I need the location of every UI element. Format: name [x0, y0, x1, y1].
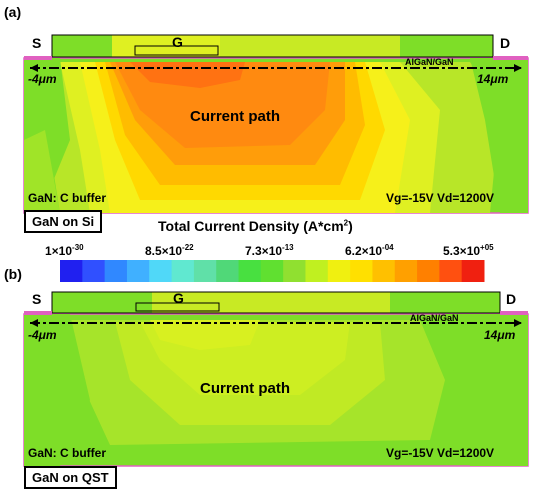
panel-b-source-label: S	[32, 291, 42, 307]
colorbar-swatch	[417, 260, 440, 282]
panel-a-letter: (a)	[4, 4, 22, 20]
panel-b-current-path-label: Current path	[200, 380, 290, 397]
colorbar-tick-5: 5.3×10+05	[443, 243, 494, 258]
colorbar-tick-3: 7.3×10-13	[245, 243, 294, 258]
panel-a-bias-label: Vg=-15V Vd=1200V	[386, 191, 495, 205]
panel-a-contour-map	[23, 57, 529, 214]
panel-a-current-path-label: Current path	[190, 108, 280, 125]
panel-b-bias-label: Vg=-15V Vd=1200V	[386, 446, 495, 460]
colorbar-swatch	[461, 260, 485, 282]
colorbar-swatch	[126, 260, 150, 282]
panel-a-source-label: S	[32, 35, 42, 51]
panel-b-substrate-label: GaN on QST	[24, 466, 117, 489]
panel-a-gate-outline	[134, 45, 219, 56]
colorbar-swatch	[305, 260, 329, 282]
panel-b-drain-label: D	[506, 291, 517, 307]
colorbar-tick-1: 1×10-30	[45, 243, 84, 258]
colorbar-swatch	[260, 260, 284, 282]
panel-b-contour-map	[23, 313, 529, 467]
colorbar-title: Total Current Density (A*cm2)	[158, 218, 353, 234]
panel-a-drain-label: D	[500, 35, 511, 51]
colorbar-swatch	[149, 260, 173, 282]
colorbar-swatch	[171, 260, 195, 282]
colorbar-swatch	[350, 260, 373, 282]
panel-a-gate-label: G	[172, 34, 183, 50]
panel-b-gate-outline	[135, 302, 220, 312]
panel-a-x-left-label: -4μm	[28, 72, 57, 86]
colorbar-swatch	[193, 260, 217, 282]
panel-b-x-right-label: 14μm	[484, 328, 516, 342]
colorbar-swatch	[327, 260, 351, 282]
colorbar-tick-4: 6.2×10-04	[345, 243, 394, 258]
panel-b-interface-label: AlGaN/GaN	[410, 313, 459, 323]
colorbar-swatch	[82, 260, 106, 282]
colorbar-swatch	[216, 260, 240, 282]
colorbar-swatch	[238, 260, 262, 282]
panel-a-substrate-label: GaN on Si	[24, 210, 103, 233]
colorbar-swatch	[104, 260, 128, 282]
panel-a-buffer-label: GaN: C buffer	[28, 191, 106, 205]
colorbar-tick-2: 8.5×10-22	[145, 243, 194, 258]
colorbar-swatch	[60, 260, 83, 282]
panel-b-buffer-label: GaN: C buffer	[28, 446, 106, 460]
panel-b-letter: (b)	[4, 266, 22, 282]
colorbar	[60, 260, 485, 282]
panel-b-x-left-label: -4μm	[28, 328, 57, 342]
panel-a-interface-label: AlGaN/GaN	[405, 57, 454, 67]
colorbar-swatch	[283, 260, 306, 282]
panel-b-gate-label: G	[173, 290, 184, 306]
panel-a-x-right-label: 14μm	[477, 72, 509, 86]
colorbar-swatch	[439, 260, 463, 282]
colorbar-swatch	[394, 260, 418, 282]
colorbar-swatch	[372, 260, 396, 282]
